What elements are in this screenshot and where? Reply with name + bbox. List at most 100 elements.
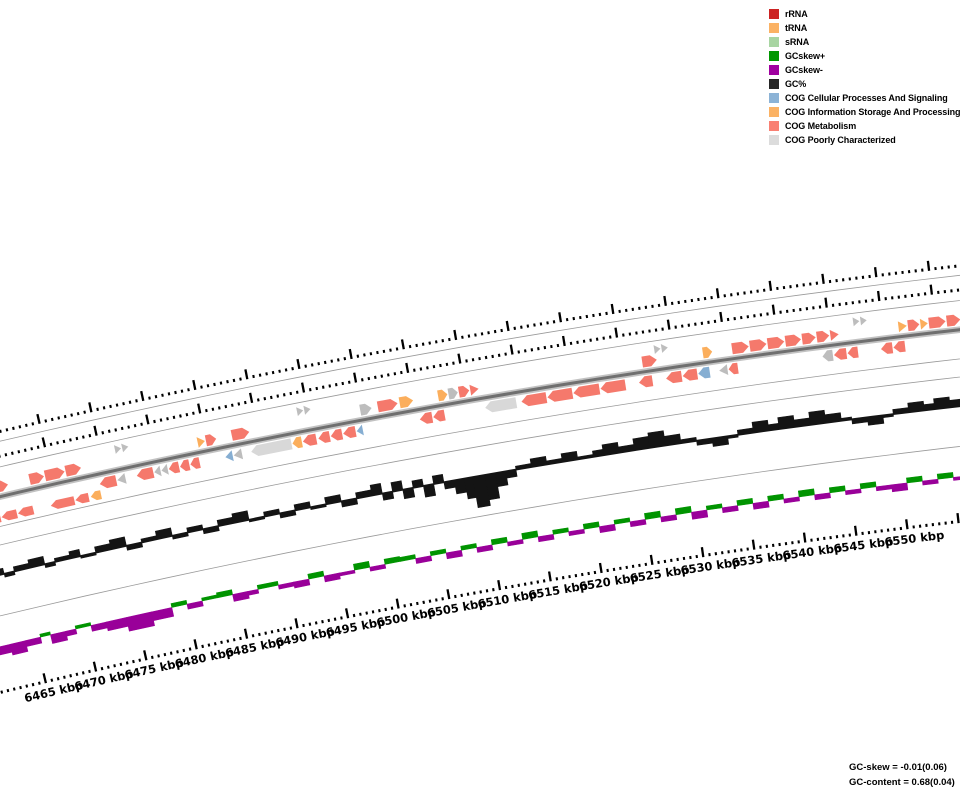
feature-arrow[interactable] — [296, 407, 304, 417]
major-tick — [294, 618, 299, 629]
feature-arrow[interactable] — [573, 383, 601, 398]
feature-arrow[interactable] — [682, 368, 699, 381]
feature-arrow[interactable] — [230, 427, 250, 441]
feature-arrow[interactable] — [168, 461, 181, 474]
feature-arrow[interactable] — [292, 436, 303, 449]
feature-arrow[interactable] — [50, 496, 76, 509]
feature-arrow[interactable] — [801, 332, 816, 345]
minor-tick — [192, 411, 195, 415]
feature-arrow[interactable] — [946, 314, 960, 327]
feature-arrow[interactable] — [822, 349, 834, 362]
feature-arrow[interactable] — [457, 385, 470, 398]
feature-arrow[interactable] — [251, 438, 293, 456]
minor-tick — [530, 581, 533, 585]
feature-arrow[interactable] — [859, 316, 867, 326]
feature-arrow[interactable] — [1, 509, 18, 521]
feature-arrow[interactable] — [702, 346, 713, 359]
feature-arrow[interactable] — [881, 342, 894, 354]
feature-arrow[interactable] — [154, 465, 162, 477]
feature-arrow[interactable] — [196, 437, 205, 448]
feature-arrow[interactable] — [117, 473, 127, 484]
feature-arrow[interactable] — [0, 513, 2, 525]
feature-arrow[interactable] — [180, 459, 191, 472]
legend-swatch-gcskew-plus — [769, 51, 779, 61]
minor-tick — [226, 379, 229, 384]
feature-arrow[interactable] — [749, 339, 767, 352]
feature-arrow[interactable] — [303, 405, 311, 415]
feature-arrow[interactable] — [43, 467, 65, 482]
feature-arrow[interactable] — [0, 480, 8, 494]
feature-arrow[interactable] — [136, 467, 155, 480]
plot-segment — [323, 572, 341, 583]
feature-arrow[interactable] — [653, 345, 661, 354]
feature-arrow[interactable] — [99, 475, 118, 489]
feature-arrow[interactable] — [359, 403, 372, 416]
feature-arrow[interactable] — [829, 329, 839, 341]
feature-arrow[interactable] — [113, 445, 122, 454]
feature-arrow[interactable] — [639, 375, 654, 388]
feature-arrow[interactable] — [90, 490, 102, 501]
major-tick — [453, 329, 458, 341]
feature-arrow[interactable] — [190, 457, 201, 469]
feature-arrow[interactable] — [225, 450, 234, 462]
feature-arrow[interactable] — [698, 366, 711, 379]
minor-tick — [237, 402, 241, 406]
minor-tick — [676, 557, 679, 562]
feature-arrow[interactable] — [600, 379, 627, 394]
feature-arrow[interactable] — [398, 396, 414, 409]
feature-arrow[interactable] — [419, 411, 434, 424]
major-tick — [92, 661, 98, 672]
feature-arrow[interactable] — [485, 397, 518, 413]
feature-arrow[interactable] — [343, 426, 357, 438]
feature-arrow[interactable] — [469, 384, 479, 396]
feature-arrow[interactable] — [719, 364, 729, 375]
feature-arrow[interactable] — [928, 316, 946, 329]
minor-tick — [30, 447, 34, 451]
minor-tick — [138, 658, 142, 662]
feature-arrow[interactable] — [356, 424, 364, 436]
minor-tick — [289, 626, 293, 630]
feature-arrow[interactable] — [64, 463, 81, 477]
minor-tick — [448, 337, 451, 342]
feature-arrow[interactable] — [816, 330, 830, 343]
feature-arrow[interactable] — [433, 409, 446, 422]
minor-tick — [100, 666, 104, 671]
feature-arrow[interactable] — [847, 346, 859, 359]
feature-arrow[interactable] — [834, 348, 848, 360]
feature-arrow[interactable] — [728, 362, 739, 375]
feature-arrow[interactable] — [521, 392, 548, 407]
feature-arrow[interactable] — [302, 433, 318, 446]
feature-arrow[interactable] — [784, 334, 801, 347]
minor-tick — [153, 419, 156, 424]
feature-arrow[interactable] — [852, 317, 860, 327]
feature-arrow[interactable] — [666, 370, 683, 384]
legend-label: GCskew+ — [785, 51, 826, 61]
major-tick — [873, 267, 878, 278]
major-tick — [296, 358, 301, 370]
feature-arrow[interactable] — [893, 340, 906, 353]
feature-arrow[interactable] — [18, 505, 35, 517]
feature-arrow[interactable] — [376, 399, 398, 413]
feature-arrow[interactable] — [897, 321, 907, 333]
feature-arrow[interactable] — [204, 434, 217, 447]
feature-arrow[interactable] — [28, 472, 44, 485]
feature-arrow[interactable] — [161, 463, 169, 475]
feature-arrow[interactable] — [919, 318, 928, 330]
feature-arrow[interactable] — [447, 387, 458, 400]
feature-arrow[interactable] — [731, 341, 749, 355]
plot-segment — [674, 506, 692, 516]
feature-arrow[interactable] — [547, 387, 574, 402]
minor-tick — [258, 632, 261, 637]
feature-arrow[interactable] — [660, 344, 668, 353]
feature-arrow[interactable] — [641, 355, 657, 368]
feature-arrow[interactable] — [318, 431, 331, 443]
feature-arrow[interactable] — [766, 336, 785, 350]
minor-tick — [441, 597, 444, 601]
feature-arrow[interactable] — [907, 319, 920, 332]
feature-arrow[interactable] — [233, 448, 244, 460]
feature-arrow[interactable] — [75, 492, 90, 504]
feature-arrow[interactable] — [330, 428, 344, 441]
feature-arrow[interactable] — [437, 389, 448, 402]
feature-arrow[interactable] — [121, 443, 129, 453]
minor-tick — [179, 414, 182, 418]
